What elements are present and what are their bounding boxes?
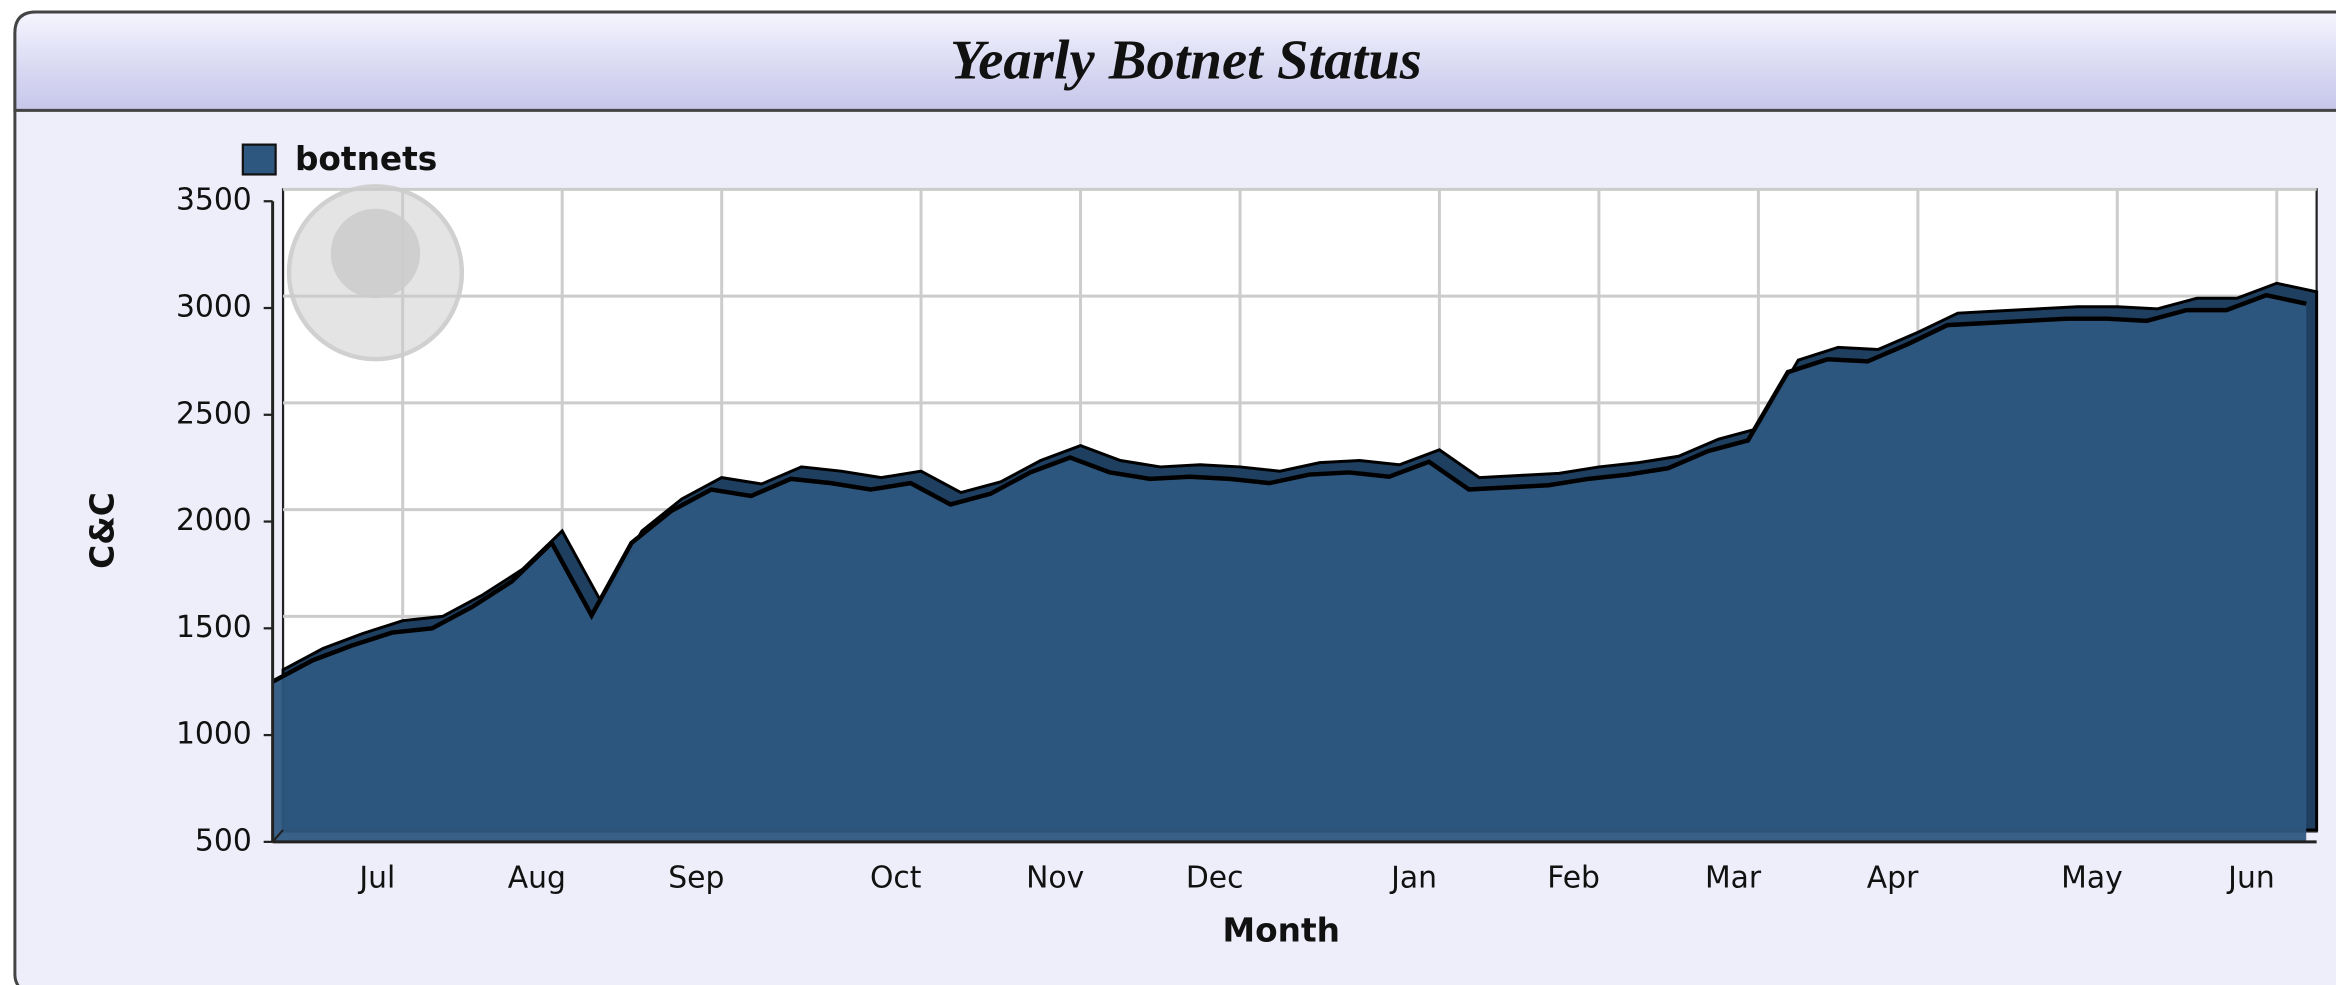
x-tick-label: Oct [870, 861, 922, 896]
legend-swatch [241, 143, 277, 176]
x-tick-label: Nov [1026, 861, 1084, 896]
x-tick-label: Aug [508, 861, 566, 896]
chart-title: Yearly Botnet Status [950, 30, 1422, 92]
x-tick-label: Jun [2226, 861, 2275, 896]
x-tick-label: Feb [1547, 861, 1600, 896]
title-bar [13, 10, 2336, 112]
x-tick-label: May [2061, 861, 2123, 896]
y-axis-label: C&C [83, 492, 121, 569]
y-tick-label: 2000 [176, 503, 252, 538]
y-tick-label: 1500 [176, 610, 252, 645]
y-tick-label: 2500 [176, 396, 252, 431]
y-tick-label: 3000 [176, 290, 252, 325]
legend-label: botnets [295, 140, 437, 178]
x-tick-label: Sep [668, 861, 724, 896]
area-line [271, 292, 2307, 684]
axis-depth [271, 829, 284, 843]
y-tick-label: 1000 [176, 717, 252, 752]
y-tick-label: 3500 [176, 183, 252, 218]
logo [286, 184, 465, 362]
x-tick-label: Apr [1867, 861, 1919, 896]
x-tick-label: Jul [357, 861, 395, 896]
y-tick-label: 500 [195, 823, 252, 858]
x-tick-label: Dec [1186, 861, 1244, 896]
x-tick-label: Jan [1389, 861, 1437, 896]
x-tick-label: Mar [1705, 861, 1762, 896]
area [272, 295, 2307, 842]
x-axis-label: Month [1223, 912, 1340, 950]
